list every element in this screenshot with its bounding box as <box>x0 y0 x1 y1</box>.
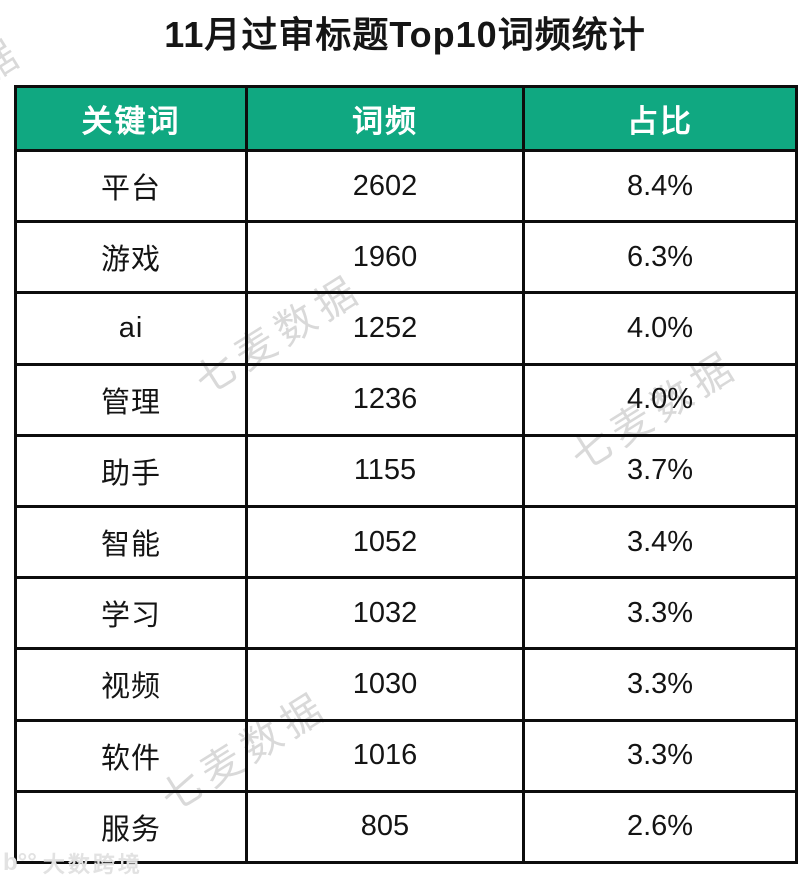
table-row: 智能 1052 3.4% <box>14 504 798 580</box>
header-keyword: 关键词 <box>14 85 248 152</box>
table-row: 软件 1016 3.3% <box>14 718 798 793</box>
percent-cell: 3.3% <box>522 718 798 793</box>
table-row: 管理 1236 4.0% <box>14 362 798 437</box>
percent-cell: 8.4% <box>522 148 798 224</box>
frequency-cell: 1155 <box>245 433 525 508</box>
percent-cell: 3.3% <box>522 647 798 722</box>
keyword-cell: 游戏 <box>14 220 248 295</box>
table-header-row: 关键词 词频 占比 <box>14 85 798 152</box>
frequency-cell: 1960 <box>245 220 525 295</box>
frequency-cell: 1032 <box>245 576 525 651</box>
table-row: 助手 1155 3.7% <box>14 433 798 508</box>
frequency-cell: 1252 <box>245 291 525 366</box>
page-title: 11月过审标题Top10词频统计 <box>164 14 646 55</box>
table-row: ai 1252 4.0% <box>14 291 798 366</box>
header-percent: 占比 <box>522 85 798 152</box>
word-frequency-table: 关键词 词频 占比 平台 2602 8.4% 游戏 1960 6.3% ai 1… <box>14 85 798 864</box>
table-row: 游戏 1960 6.3% <box>14 220 798 295</box>
frequency-cell: 1030 <box>245 647 525 722</box>
keyword-cell: 服务 <box>14 789 248 864</box>
keyword-cell: ai <box>14 291 248 366</box>
keyword-cell: 视频 <box>14 647 248 722</box>
percent-cell: 2.6% <box>522 789 798 864</box>
percent-cell: 4.0% <box>522 291 798 366</box>
table-row: 平台 2602 8.4% <box>14 148 798 224</box>
frequency-cell: 1052 <box>245 504 525 580</box>
frequency-cell: 1236 <box>245 362 525 437</box>
frequency-cell: 1016 <box>245 718 525 793</box>
table-row: 服务 805 2.6% <box>14 789 798 864</box>
percent-cell: 3.3% <box>522 576 798 651</box>
keyword-cell: 智能 <box>14 504 248 580</box>
keyword-cell: 管理 <box>14 362 248 437</box>
table-row: 视频 1030 3.3% <box>14 647 798 722</box>
keyword-cell: 软件 <box>14 718 248 793</box>
keyword-cell: 助手 <box>14 433 248 508</box>
percent-cell: 6.3% <box>522 220 798 295</box>
header-frequency: 词频 <box>245 85 525 152</box>
frequency-cell: 805 <box>245 789 525 864</box>
keyword-cell: 学习 <box>14 576 248 651</box>
percent-cell: 3.7% <box>522 433 798 508</box>
percent-cell: 4.0% <box>522 362 798 437</box>
frequency-cell: 2602 <box>245 148 525 224</box>
percent-cell: 3.4% <box>522 504 798 580</box>
table-row: 学习 1032 3.3% <box>14 576 798 651</box>
keyword-cell: 平台 <box>14 148 248 224</box>
